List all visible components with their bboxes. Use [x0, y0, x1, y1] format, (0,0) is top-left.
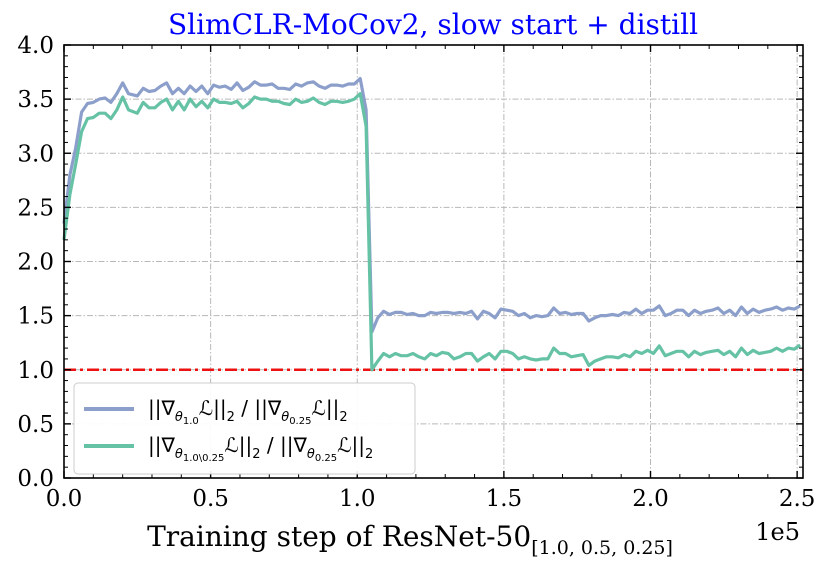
x-tick-label: 2.0 [632, 486, 669, 512]
series-line-2 [62, 92, 802, 372]
chart-title: SlimCLR-MoCov2, slow start + distill [168, 8, 698, 41]
x-tick-label: 0.5 [192, 486, 229, 512]
y-tick-label: 3.0 [17, 141, 54, 167]
legend-label-series-2: ||∇θ1.0\0.25ℒ||2 / ||∇θ0.25ℒ||2 [148, 433, 373, 464]
series-layer [62, 76, 802, 372]
x-axis-label-subscript: [1.0, 0.5, 0.25] [531, 537, 673, 559]
y-tick-label: 2.5 [17, 195, 54, 221]
x-tick-label: 1.5 [486, 486, 523, 512]
y-tick-label: 1.5 [17, 304, 54, 330]
y-tick-label: 4.0 [17, 33, 54, 59]
legend-box [73, 382, 416, 475]
y-tick-label: 2.0 [17, 250, 54, 276]
x-axis-label: Training step of ResNet-50[1.0, 0.5, 0.2… [147, 520, 673, 559]
x-tick-label: 2.5 [779, 486, 816, 512]
x-axis-offset-label: 1e5 [755, 518, 800, 546]
x-tick-label: 1.0 [339, 486, 376, 512]
tick-layer: 0.0 0.5 1.0 1.5 2.0 2.5 0.0 0.5 1.0 1.5 2.0 2.5 3.0 3… [17, 33, 815, 512]
y-tick-label: 0.0 [17, 466, 54, 492]
x-axis-label-main: Training step of ResNet-50 [147, 520, 531, 553]
x-tick-label: 0.0 [46, 486, 83, 512]
y-tick-label: 0.5 [17, 412, 54, 438]
series-line-1 [62, 76, 801, 334]
y-tick-label: 3.5 [17, 87, 54, 113]
y-tick-label: 1.0 [17, 358, 54, 384]
legend: ||∇θ1.0ℒ||2 / ||∇θ0.25ℒ||2 ||∇θ1.0\0.25ℒ… [73, 382, 416, 475]
legend-label-series-1: ||∇θ1.0ℒ||2 / ||∇θ0.25ℒ||2 [148, 396, 348, 427]
